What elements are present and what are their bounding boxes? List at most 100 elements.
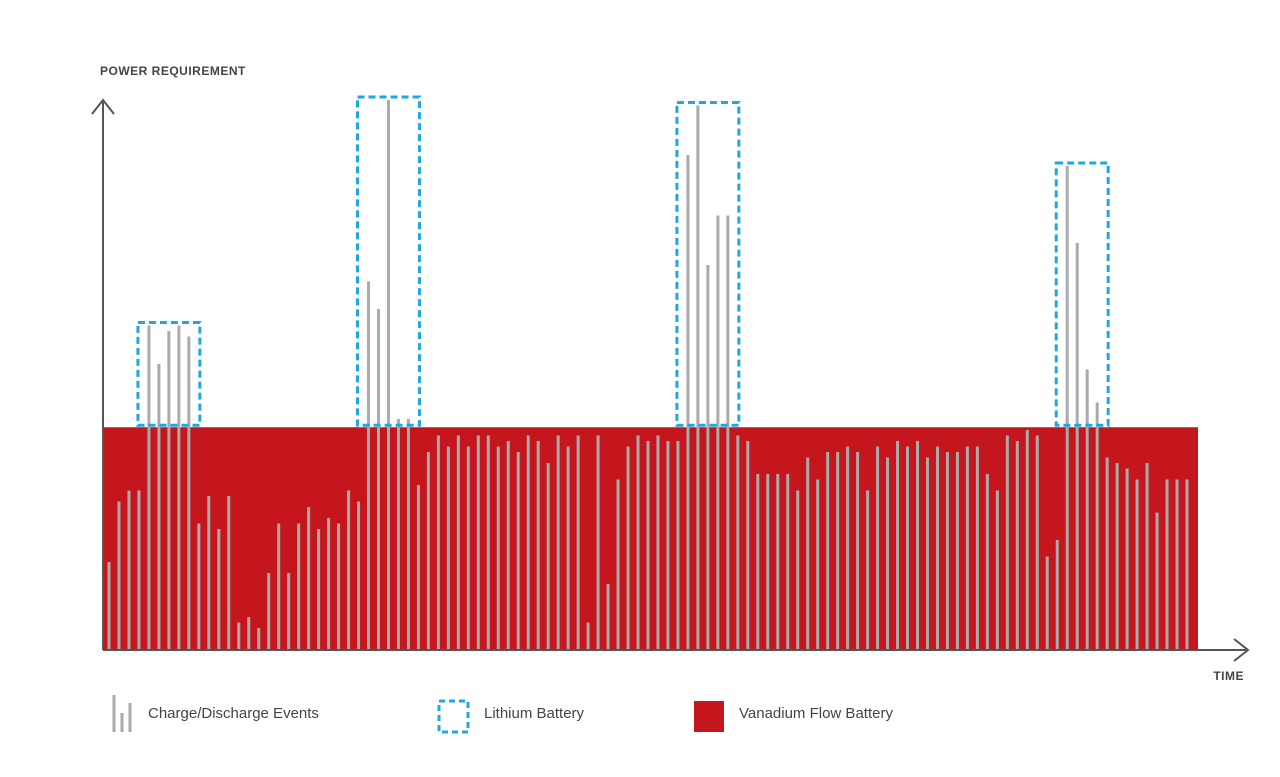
- vanadium-band: [103, 427, 1198, 650]
- bar: [816, 479, 820, 650]
- x-axis-label: TIME: [1213, 669, 1244, 683]
- bar: [636, 435, 640, 650]
- bar: [526, 435, 530, 650]
- bar: [1095, 402, 1099, 650]
- bar: [736, 435, 740, 650]
- bar: [766, 474, 770, 650]
- bar: [496, 446, 500, 650]
- bar: [666, 441, 670, 650]
- bar: [1085, 369, 1089, 650]
- bar: [237, 622, 241, 650]
- bar: [796, 490, 800, 650]
- bar: [307, 507, 311, 650]
- bar: [157, 364, 161, 650]
- bar: [247, 617, 251, 650]
- bar: [906, 446, 910, 650]
- legend: Charge/Discharge Events Lithium Battery …: [112, 695, 893, 734]
- bar: [536, 441, 540, 650]
- bar: [935, 446, 939, 650]
- bar: [1175, 479, 1179, 650]
- bar: [297, 523, 301, 650]
- bar: [716, 215, 720, 650]
- bar: [167, 331, 171, 650]
- bar: [486, 435, 490, 650]
- bar: [147, 325, 151, 650]
- bar: [357, 501, 361, 650]
- bar: [916, 441, 919, 650]
- bar: [367, 281, 371, 650]
- bar: [456, 435, 460, 650]
- bar: [866, 490, 870, 650]
- bar: [446, 446, 450, 650]
- bar: [1045, 556, 1049, 650]
- lithium-box: [675, 101, 741, 427]
- bar: [267, 573, 271, 650]
- bar: [626, 446, 630, 650]
- bar: [925, 457, 929, 650]
- bar: [137, 490, 141, 650]
- bar: [436, 435, 440, 650]
- y-axis-label: POWER REQUIREMENT: [100, 64, 246, 78]
- bar: [896, 441, 900, 650]
- bar: [1035, 435, 1039, 650]
- bar: [776, 474, 780, 650]
- bar: [686, 155, 690, 650]
- bar: [886, 457, 890, 650]
- y-axis-arrow: [91, 98, 115, 115]
- bar: [676, 441, 680, 650]
- bar: [656, 435, 660, 650]
- bar: [1185, 479, 1189, 650]
- bar: [836, 452, 840, 650]
- bar: [985, 474, 989, 650]
- bar: [975, 446, 979, 650]
- lithium-box: [1054, 161, 1110, 427]
- bar: [187, 336, 191, 650]
- bar: [786, 474, 790, 650]
- bar: [826, 452, 830, 650]
- bar: [1145, 463, 1149, 650]
- bar: [1015, 441, 1019, 650]
- bar: [257, 628, 261, 650]
- bar: [1125, 468, 1129, 650]
- bar: [396, 419, 400, 650]
- bar: [876, 446, 880, 650]
- legend-label: Lithium Battery: [484, 705, 585, 722]
- bar: [516, 452, 520, 650]
- bar: [1155, 512, 1159, 650]
- bar: [546, 463, 550, 650]
- bar: [586, 622, 590, 650]
- bar: [277, 523, 281, 650]
- bar: [995, 490, 999, 650]
- bar: [426, 452, 430, 650]
- bar: [327, 518, 331, 650]
- bar: [856, 452, 860, 650]
- bar: [1105, 457, 1109, 650]
- bar: [476, 435, 480, 650]
- bar: [1005, 435, 1009, 650]
- bar: [377, 309, 380, 650]
- bar: [576, 435, 580, 650]
- bar: [556, 435, 560, 650]
- bar: [1055, 540, 1059, 650]
- bar: [696, 105, 700, 650]
- bar: [1025, 430, 1029, 650]
- bar: [217, 529, 221, 650]
- bar: [1065, 166, 1069, 650]
- bar: [177, 325, 181, 650]
- bar: [726, 215, 730, 650]
- bar: [117, 501, 121, 650]
- bar: [337, 523, 341, 650]
- legend-label: Charge/Discharge Events: [148, 705, 319, 722]
- bar: [1115, 463, 1119, 650]
- bar: [127, 490, 131, 650]
- bar: [955, 452, 959, 650]
- bar: [945, 452, 949, 650]
- bar: [1165, 479, 1169, 650]
- x-axis-arrow: [1233, 638, 1250, 662]
- bar: [197, 523, 201, 650]
- bar: [416, 485, 420, 650]
- bar: [566, 446, 570, 650]
- bar: [846, 446, 850, 650]
- legend-icon: [437, 699, 470, 734]
